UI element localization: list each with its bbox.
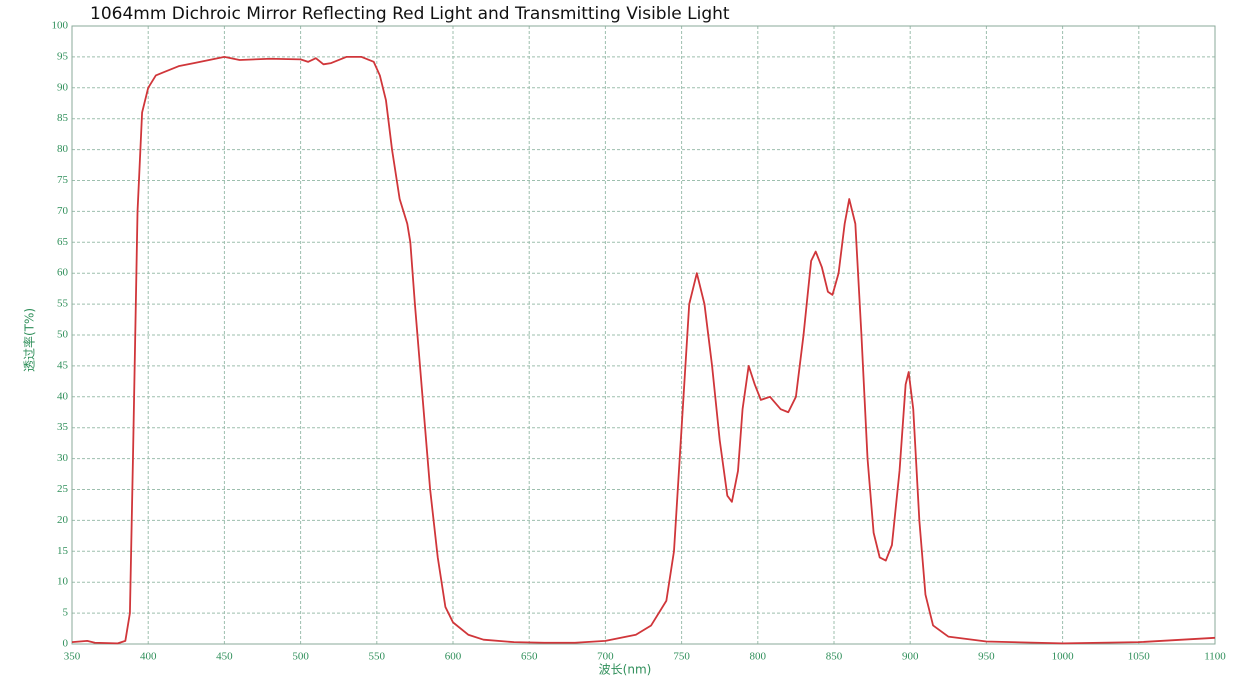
x-tick-label: 500: [292, 651, 309, 663]
y-tick-label: 35: [57, 421, 69, 433]
y-tick-label: 25: [57, 483, 69, 495]
x-tick-label: 550: [369, 651, 386, 663]
y-tick-label: 90: [57, 81, 69, 93]
y-tick-label: 100: [52, 20, 69, 32]
plot-frame: [71, 25, 1216, 645]
y-tick-label: 75: [57, 174, 69, 186]
y-axis-label: 透过率(T%): [22, 308, 37, 372]
y-tick-label: 15: [57, 545, 69, 557]
x-tick-label: 850: [826, 651, 843, 663]
x-tick-label: 700: [597, 651, 614, 663]
x-tick-label: 650: [521, 651, 538, 663]
x-tick-label: 350: [64, 651, 81, 663]
x-tick-label: 400: [140, 651, 157, 663]
x-tick-label: 600: [445, 651, 462, 663]
y-tick-label: 85: [57, 112, 69, 124]
y-tick-label: 10: [57, 576, 69, 588]
y-tick-label: 40: [57, 390, 69, 402]
y-tick-label: 20: [57, 514, 69, 526]
chart-title: 1064mm Dichroic Mirror Reflecting Red Li…: [90, 4, 730, 24]
y-tick-label: 70: [57, 205, 69, 217]
x-tick-label: 900: [902, 651, 919, 663]
y-tick-label: 5: [63, 607, 69, 619]
y-tick-label: 60: [57, 267, 69, 279]
y-tick-label: 95: [57, 50, 69, 62]
x-tick-label: 1100: [1204, 651, 1226, 663]
x-tick-label: 1000: [1052, 651, 1075, 663]
x-tick-label: 450: [216, 651, 233, 663]
y-tick-label: 55: [57, 298, 69, 310]
data-line: [71, 56, 1216, 645]
y-tick-label: 80: [57, 143, 69, 155]
x-tick-label: 950: [978, 651, 995, 663]
y-tick-label: 30: [57, 452, 69, 464]
y-tick-label: 0: [63, 638, 69, 650]
y-tick-label: 50: [57, 329, 69, 341]
x-axis-label: 波长(nm): [599, 663, 652, 677]
y-tick-label: 45: [57, 359, 69, 371]
x-tick-label: 1050: [1128, 651, 1151, 663]
x-tick-label: 750: [673, 651, 690, 663]
x-tick-label: 800: [750, 651, 767, 663]
y-tick-label: 65: [57, 236, 69, 248]
